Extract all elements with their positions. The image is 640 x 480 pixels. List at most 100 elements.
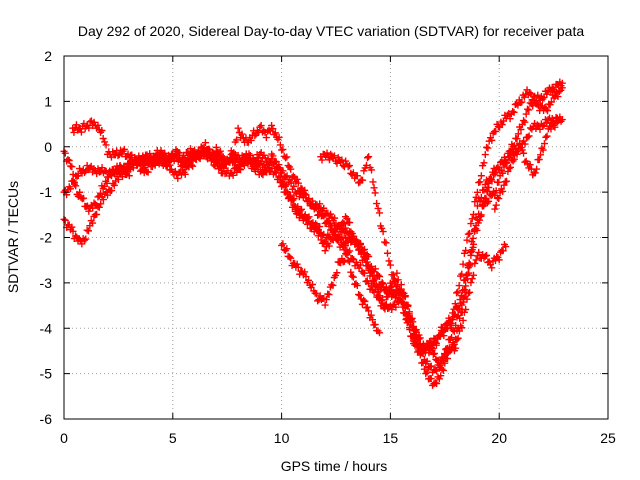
data-point [385, 257, 393, 265]
data-point [491, 168, 499, 176]
data-point [376, 292, 384, 300]
data-point [322, 218, 330, 226]
data-point [256, 123, 264, 131]
data-point [338, 156, 346, 164]
data-point [179, 154, 187, 162]
data-point [383, 249, 391, 257]
data-point [287, 254, 295, 262]
data-point [556, 116, 564, 124]
data-point [216, 147, 224, 155]
data-point [342, 250, 350, 258]
data-point [492, 127, 500, 135]
data-point [290, 201, 298, 209]
data-point [125, 172, 133, 180]
data-point [61, 216, 69, 224]
data-point [472, 256, 480, 264]
data-point [408, 323, 416, 331]
data-point [481, 252, 489, 260]
data-point [427, 375, 435, 383]
x-tick-label: 0 [60, 430, 68, 446]
data-point [128, 151, 136, 159]
data-point [454, 288, 462, 296]
x-axis-label: GPS time / hours [281, 458, 388, 474]
data-point [279, 176, 287, 184]
data-point [499, 247, 507, 255]
data-point [325, 242, 333, 250]
data-point [69, 177, 77, 185]
data-point [533, 100, 541, 108]
data-point [264, 161, 272, 169]
data-point [68, 163, 76, 171]
data-point [483, 199, 491, 207]
data-point [544, 107, 552, 115]
y-tick-label: 2 [44, 48, 52, 64]
data-point [473, 226, 481, 234]
data-point [281, 182, 289, 190]
data-point [201, 139, 209, 147]
data-point [171, 152, 179, 160]
data-point [181, 170, 189, 178]
data-point [502, 243, 510, 251]
y-tick-label: 0 [44, 139, 52, 155]
data-point [97, 189, 105, 197]
data-point [513, 100, 521, 108]
data-point [481, 194, 489, 202]
y-tick-label: -4 [40, 320, 53, 336]
data-point [499, 169, 507, 177]
data-point [346, 219, 354, 227]
data-point [294, 179, 302, 187]
data-point [458, 270, 466, 278]
data-point [462, 247, 470, 255]
data-point [289, 196, 297, 204]
data-point [484, 144, 492, 152]
data-point [547, 98, 555, 106]
data-point [64, 156, 72, 164]
data-point [110, 181, 118, 189]
data-point [524, 133, 532, 141]
data-point [99, 135, 107, 143]
data-point [431, 366, 439, 374]
data-point [73, 172, 81, 180]
data-point [99, 196, 107, 204]
data-point [302, 191, 310, 199]
x-tick-label: 25 [600, 430, 616, 446]
data-point [286, 191, 294, 199]
data-point [316, 208, 324, 216]
data-point [392, 303, 400, 311]
data-point [293, 260, 301, 268]
data-point [353, 282, 361, 290]
data-point [312, 220, 320, 228]
data-point [389, 271, 397, 279]
data-point [374, 204, 382, 212]
data-point [356, 246, 364, 254]
data-point [465, 259, 473, 267]
data-point [473, 188, 481, 196]
data-point [455, 304, 463, 312]
data-point [525, 106, 533, 114]
data-point [308, 197, 316, 205]
data-point [543, 132, 551, 140]
data-point [247, 136, 255, 144]
data-point [80, 236, 88, 244]
data-point [518, 146, 526, 154]
data-points [60, 78, 566, 389]
data-point [147, 158, 155, 166]
data-point [363, 262, 371, 270]
data-point [502, 157, 510, 165]
data-point [93, 201, 101, 209]
data-point [463, 295, 471, 303]
data-point [440, 327, 448, 335]
data-point [278, 241, 286, 249]
data-point [475, 248, 483, 256]
data-point [503, 159, 511, 167]
data-point [345, 162, 353, 170]
data-point [391, 294, 399, 302]
data-point [320, 239, 328, 247]
data-point [336, 225, 344, 233]
data-point [461, 276, 469, 284]
data-point [412, 331, 420, 339]
data-point [342, 224, 350, 232]
data-point [279, 145, 287, 153]
data-point [276, 172, 284, 180]
data-point [323, 149, 331, 157]
